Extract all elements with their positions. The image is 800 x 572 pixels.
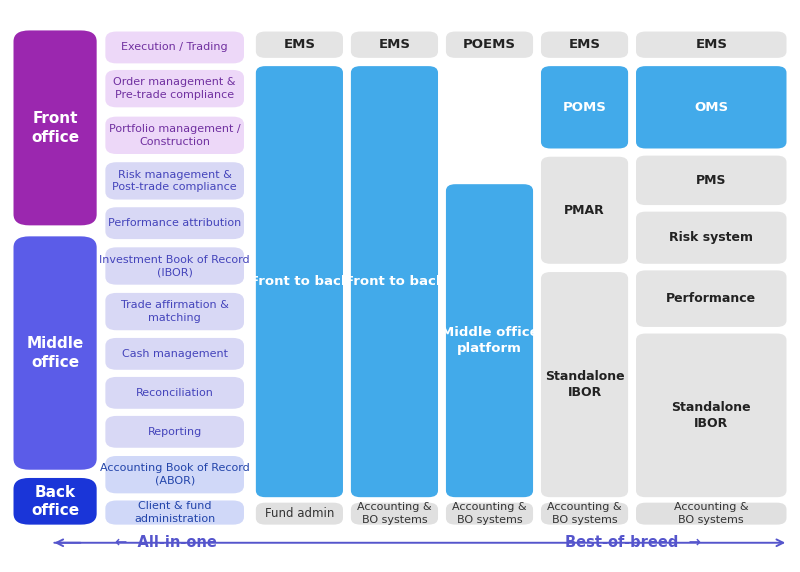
FancyBboxPatch shape: [106, 117, 244, 154]
FancyBboxPatch shape: [106, 456, 244, 493]
Text: Client & fund
administration: Client & fund administration: [134, 501, 215, 524]
Text: EMS: EMS: [695, 38, 727, 51]
Text: PMS: PMS: [696, 174, 726, 187]
FancyBboxPatch shape: [14, 30, 97, 225]
Text: Best-of-breed  →: Best-of-breed →: [565, 535, 701, 550]
Text: Performance attribution: Performance attribution: [108, 218, 242, 228]
Text: EMS: EMS: [378, 38, 410, 51]
FancyBboxPatch shape: [351, 66, 438, 497]
FancyBboxPatch shape: [541, 272, 628, 497]
Text: EMS: EMS: [283, 38, 315, 51]
FancyBboxPatch shape: [446, 184, 533, 497]
FancyBboxPatch shape: [256, 31, 343, 58]
Text: Front to back: Front to back: [250, 275, 350, 288]
FancyBboxPatch shape: [636, 31, 786, 58]
Text: Risk management &
Post-trade compliance: Risk management & Post-trade compliance: [112, 170, 237, 192]
Text: OMS: OMS: [694, 101, 728, 114]
Text: Execution / Trading: Execution / Trading: [122, 42, 228, 53]
FancyBboxPatch shape: [636, 156, 786, 205]
Text: Middle office
platform: Middle office platform: [441, 326, 538, 355]
Text: Investment Book of Record
(IBOR): Investment Book of Record (IBOR): [99, 255, 250, 277]
Text: Fund admin: Fund admin: [265, 507, 334, 520]
FancyBboxPatch shape: [541, 157, 628, 264]
FancyBboxPatch shape: [106, 500, 244, 525]
FancyBboxPatch shape: [446, 31, 533, 58]
Text: Order management &
Pre-trade compliance: Order management & Pre-trade compliance: [114, 77, 236, 100]
FancyBboxPatch shape: [636, 271, 786, 327]
FancyBboxPatch shape: [106, 293, 244, 330]
Text: Accounting Book of Record
(ABOR): Accounting Book of Record (ABOR): [100, 463, 250, 486]
Text: Performance: Performance: [666, 292, 756, 305]
Text: POEMS: POEMS: [463, 38, 516, 51]
FancyBboxPatch shape: [106, 207, 244, 239]
FancyBboxPatch shape: [636, 212, 786, 264]
Text: PMAR: PMAR: [564, 204, 605, 217]
FancyBboxPatch shape: [106, 338, 244, 370]
Text: Standalone
IBOR: Standalone IBOR: [545, 370, 624, 399]
Text: Front to back: Front to back: [345, 275, 444, 288]
Text: Cash management: Cash management: [122, 349, 228, 359]
Text: Middle
office: Middle office: [26, 336, 84, 370]
FancyBboxPatch shape: [541, 31, 628, 58]
FancyBboxPatch shape: [351, 503, 438, 525]
Text: ←  All-in-one: ← All-in-one: [115, 535, 217, 550]
Text: POMS: POMS: [562, 101, 606, 114]
Text: Accounting &
BO systems: Accounting & BO systems: [674, 502, 749, 525]
Text: Accounting &
BO systems: Accounting & BO systems: [357, 502, 432, 525]
FancyBboxPatch shape: [351, 31, 438, 58]
FancyBboxPatch shape: [106, 416, 244, 448]
FancyBboxPatch shape: [636, 333, 786, 497]
Text: Front
office: Front office: [31, 111, 79, 145]
FancyBboxPatch shape: [541, 503, 628, 525]
FancyBboxPatch shape: [106, 31, 244, 63]
Text: Back
office: Back office: [31, 484, 79, 518]
Text: Risk system: Risk system: [670, 231, 754, 244]
Text: Standalone
IBOR: Standalone IBOR: [671, 401, 751, 430]
FancyBboxPatch shape: [256, 503, 343, 525]
Text: Portfolio management /
Construction: Portfolio management / Construction: [109, 124, 241, 146]
Text: Reconciliation: Reconciliation: [136, 388, 214, 398]
FancyBboxPatch shape: [14, 236, 97, 470]
FancyBboxPatch shape: [106, 247, 244, 285]
FancyBboxPatch shape: [636, 66, 786, 149]
FancyBboxPatch shape: [256, 66, 343, 497]
FancyBboxPatch shape: [541, 66, 628, 149]
FancyBboxPatch shape: [446, 503, 533, 525]
FancyBboxPatch shape: [106, 162, 244, 200]
Text: Accounting &
BO systems: Accounting & BO systems: [547, 502, 622, 525]
FancyBboxPatch shape: [106, 377, 244, 409]
FancyBboxPatch shape: [636, 503, 786, 525]
Text: Accounting &
BO systems: Accounting & BO systems: [452, 502, 527, 525]
FancyBboxPatch shape: [14, 478, 97, 525]
Text: Trade affirmation &
matching: Trade affirmation & matching: [121, 300, 229, 323]
Text: EMS: EMS: [569, 38, 601, 51]
FancyBboxPatch shape: [106, 70, 244, 108]
Text: Reporting: Reporting: [147, 427, 202, 437]
